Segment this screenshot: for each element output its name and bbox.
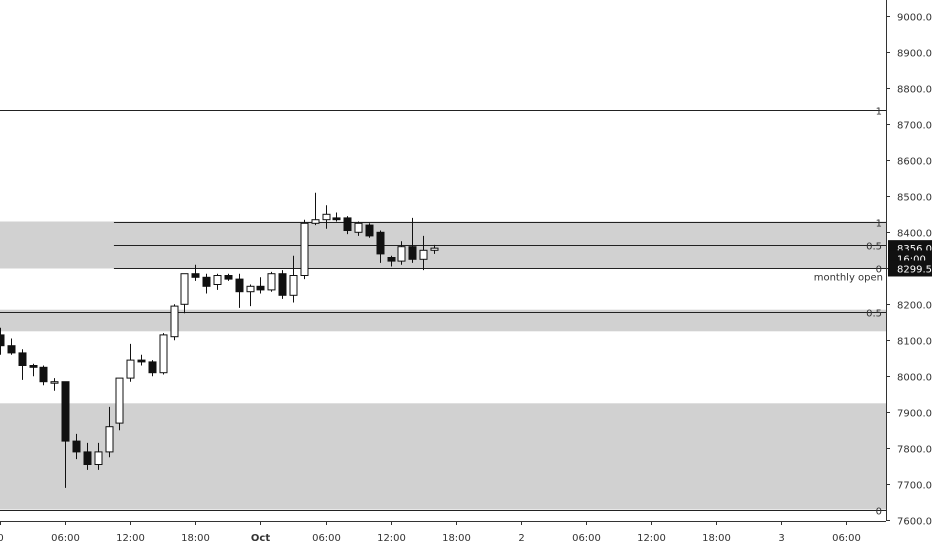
x-tick-label-6: 12:00 xyxy=(377,533,406,544)
candle-body-16 xyxy=(170,305,179,338)
candle-body-26 xyxy=(278,273,287,296)
level-label-0: 1 xyxy=(876,107,882,118)
candle-body-14 xyxy=(148,361,157,374)
candle-body-34 xyxy=(365,224,374,237)
candle-body-18 xyxy=(191,273,200,278)
candle-body-9 xyxy=(94,451,103,465)
x-tick-label-11: 18:00 xyxy=(702,533,731,544)
y-tick-label-12: 7800.0 xyxy=(897,445,932,456)
price-tag-box-2 xyxy=(888,260,932,277)
y-tick-label-5: 8500.0 xyxy=(897,193,932,204)
y-tick-label-6: 8400.0 xyxy=(897,229,932,240)
y-tick-label-11: 7900.0 xyxy=(897,409,932,420)
candle-body-0 xyxy=(0,334,5,347)
candle-body-20 xyxy=(213,275,222,285)
candle-body-2 xyxy=(18,352,27,366)
candle-body-35 xyxy=(376,231,385,255)
x-tick-label-8: 2 xyxy=(518,533,524,544)
x-tick-label-10: 12:00 xyxy=(637,533,666,544)
y-tick-label-9: 8100.0 xyxy=(897,337,932,348)
candle-body-25 xyxy=(267,273,276,291)
candle-body-4 xyxy=(39,366,48,383)
candle-body-11 xyxy=(115,377,124,424)
candle-body-29 xyxy=(311,219,320,224)
candle-body-32 xyxy=(343,217,352,231)
candle-body-12 xyxy=(126,359,135,379)
candle-body-24 xyxy=(256,285,265,291)
zones-layer xyxy=(0,221,886,510)
x-tick-label-5: 06:00 xyxy=(312,533,341,544)
candle-body-8 xyxy=(83,451,92,465)
y-tick-label-8: 8200.0 xyxy=(897,301,932,312)
price-tag-text-1: 16:00 xyxy=(897,254,926,265)
x-tick-label-1: 06:00 xyxy=(51,533,80,544)
level-label-4: 0.5 xyxy=(866,309,882,320)
candle-body-39 xyxy=(419,249,428,260)
levels-layer: 1 1 0.5 0 0.5 0 xyxy=(0,107,886,518)
candle-body-28 xyxy=(300,222,309,277)
zone-0 xyxy=(0,221,886,269)
y-tick-label-2: 8800.0 xyxy=(897,85,932,96)
candles-layer xyxy=(0,192,439,488)
zone-2 xyxy=(0,403,886,510)
x-tick-label-13: 06:00 xyxy=(832,533,861,544)
x-tick-label-2: 12:00 xyxy=(116,533,145,544)
candle-body-22 xyxy=(235,278,244,293)
candle-body-17 xyxy=(180,273,189,305)
y-tick-label-10: 8000.0 xyxy=(897,373,932,384)
x-tick-label-9: 06:00 xyxy=(572,533,601,544)
y-tick-label-13: 7700.0 xyxy=(897,481,932,492)
candle-body-19 xyxy=(202,276,211,287)
level-label-3: 0 xyxy=(876,265,882,276)
candle-body-33 xyxy=(354,222,363,233)
level-label-5: 0 xyxy=(876,507,882,518)
candle-body-13 xyxy=(137,359,146,363)
candle-body-37 xyxy=(397,246,406,262)
candle-body-38 xyxy=(408,246,417,260)
candle-body-10 xyxy=(105,426,114,453)
x-tick-label-12: 3 xyxy=(778,533,784,544)
candle-body-21 xyxy=(224,275,233,280)
candle-body-23 xyxy=(246,285,255,293)
y-tick-label-14: 7600.0 xyxy=(897,517,932,528)
y-tick-label-4: 8600.0 xyxy=(897,157,932,168)
price-tag-text-2: 8299.5 xyxy=(897,264,932,275)
candle-body-7 xyxy=(72,440,81,453)
y-tick-label-0: 9000.0 xyxy=(897,13,932,24)
y-tick-label-3: 8700.0 xyxy=(897,121,932,132)
level-label-1: 1 xyxy=(876,219,882,230)
candle-body-36 xyxy=(387,257,396,262)
x-tick-label-0: 0 xyxy=(0,533,4,544)
price-axis[interactable]: 9000.0 8900.0 8800.0 8700.0 8600.0 8500.0 8400… xyxy=(886,13,932,528)
candle-body-30 xyxy=(322,213,331,221)
candle-body-27 xyxy=(289,275,298,296)
x-tick-label-3: 18:00 xyxy=(181,533,210,544)
candle-body-6 xyxy=(61,381,70,442)
candle-body-31 xyxy=(332,217,341,221)
monthly-open-label: monthly open xyxy=(814,272,883,283)
price-tag-text-0: 8356.0 xyxy=(897,244,932,255)
time-axis[interactable]: 0 06:00 12:00 18:00 Oct 06:00 12:00 18:00 2 06:00… xyxy=(0,521,861,544)
level-label-2: 0.5 xyxy=(866,242,882,253)
zone-1 xyxy=(0,309,886,332)
candle-body-40 xyxy=(430,247,439,251)
x-tick-label-4: Oct xyxy=(251,533,270,544)
y-tick-label-1: 8900.0 xyxy=(897,49,932,60)
candle-body-1 xyxy=(7,345,16,354)
candle-body-3 xyxy=(29,365,38,368)
candle-body-5 xyxy=(50,381,59,384)
x-tick-label-7: 18:00 xyxy=(442,533,471,544)
candle-body-15 xyxy=(159,334,168,374)
